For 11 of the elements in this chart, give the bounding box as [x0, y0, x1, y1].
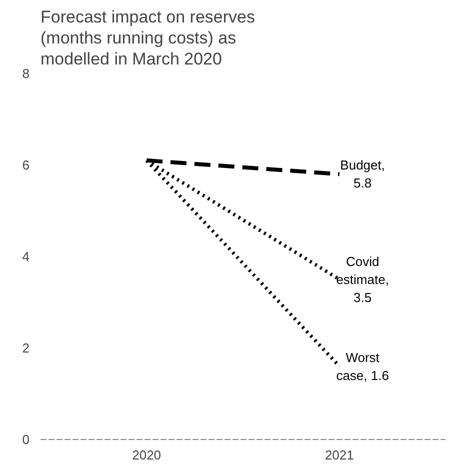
- y-tick-label: 0: [22, 432, 30, 447]
- y-tick-label: 6: [22, 158, 30, 172]
- x-tick-label: 2020: [132, 448, 162, 462]
- annotation: Budget, 5.8: [340, 158, 385, 191]
- annotation: Worst case, 1.6: [336, 350, 389, 383]
- chart-title: Forecast impact on reserves (months running costs) as modelled in March 2020: [40, 8, 255, 68]
- y-tick-label: 2: [22, 340, 30, 356]
- x-tick-label: 2021: [324, 448, 354, 462]
- y-tick-label: 8: [22, 66, 30, 81]
- y-tick-label: 4: [22, 249, 30, 264]
- annotation: Covid estimate, 3.5: [336, 254, 389, 305]
